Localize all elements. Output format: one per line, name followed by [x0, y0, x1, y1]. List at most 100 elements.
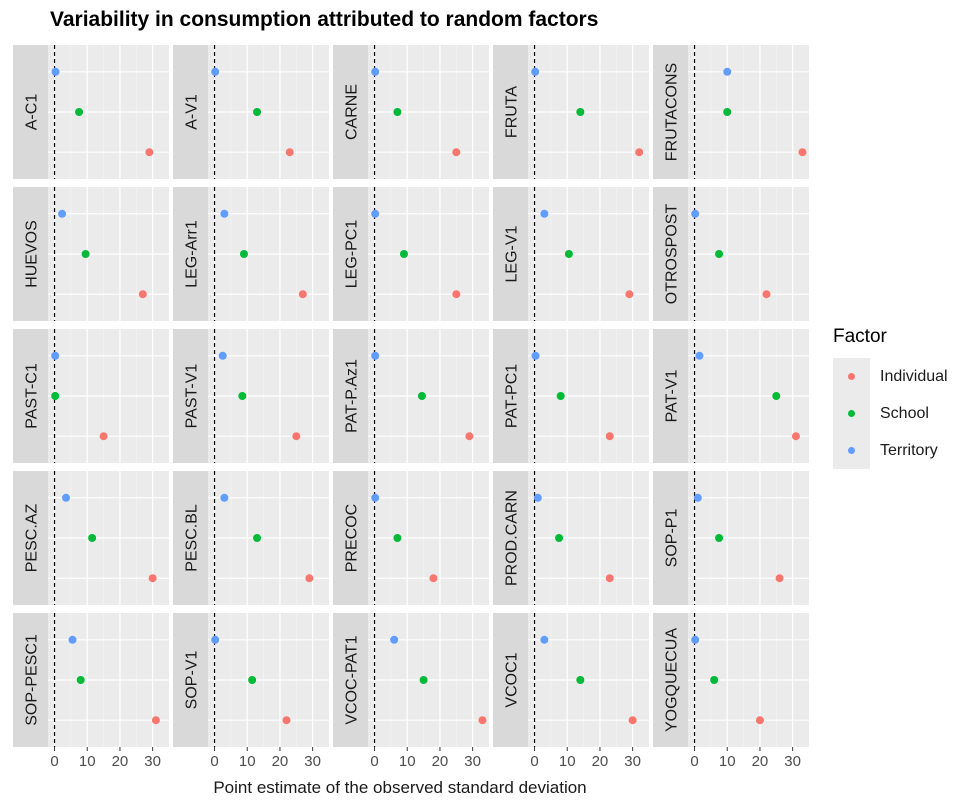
facet-label: SOP-P1 [664, 509, 681, 568]
x-tick-label: 0 [50, 753, 58, 770]
facet-strip [493, 613, 528, 747]
point-school [399, 250, 408, 258]
point-school [393, 534, 402, 542]
legend-dot-school [848, 410, 855, 417]
facet-label: PESC.AZ [24, 504, 41, 573]
point-school [417, 392, 426, 400]
point-individual [478, 716, 487, 725]
point-school [248, 676, 257, 684]
facet-label: VCOC1 [504, 652, 521, 707]
facet-strip [173, 329, 208, 463]
legend-dot-territory [848, 447, 855, 454]
facet-strip [333, 471, 368, 605]
x-tick-label: 30 [304, 753, 321, 770]
x-axis-label: Point estimate of the observed standard … [213, 778, 587, 797]
point-school [723, 108, 732, 116]
facet-panel: FRUTACONS [653, 45, 809, 179]
facet-strip [13, 471, 48, 605]
legend: Factor Individual School Territory [833, 326, 948, 469]
x-tick-label: 30 [784, 753, 801, 770]
facet-strip [493, 329, 528, 463]
chart-title: Variability in consumption attributed to… [50, 8, 599, 31]
facet-panel: CARNE [333, 45, 489, 179]
facet-strip [493, 45, 528, 179]
facet-panel: YOGQUECUA 0 10 20 30 [653, 613, 809, 770]
x-tick-label: 20 [272, 753, 289, 770]
point-territory [691, 209, 700, 218]
point-individual [465, 432, 474, 441]
x-tick-label: 30 [624, 753, 641, 770]
point-individual [628, 716, 637, 725]
point-individual [762, 290, 771, 299]
point-individual [151, 716, 160, 725]
point-territory [51, 351, 60, 360]
facet-panel: A-V1 [173, 45, 329, 179]
facet-strip [13, 187, 48, 321]
point-school [564, 250, 573, 258]
facet-strip [653, 329, 688, 463]
point-territory [540, 209, 549, 218]
point-school [253, 108, 262, 116]
facet-strip [333, 613, 368, 747]
point-school [710, 676, 719, 684]
facet-label: PAT-PC1 [504, 364, 521, 428]
facet-label: A-V1 [184, 94, 201, 130]
facet-panel: PAT-V1 [653, 329, 809, 463]
facet-label: HUEVOS [24, 220, 41, 288]
point-territory [371, 209, 380, 218]
point-individual [635, 148, 644, 157]
point-territory [531, 67, 540, 76]
x-tick-label: 10 [79, 753, 96, 770]
facet-label: FRUTACONS [664, 63, 681, 161]
point-school [88, 534, 97, 542]
facet-strip [13, 329, 48, 463]
point-school [715, 250, 724, 258]
facet-label: LEG-Arr1 [184, 220, 201, 288]
point-school [576, 108, 585, 116]
facet-panel: SOP-P1 [653, 471, 809, 605]
facet-label: PROD.CARN [504, 490, 521, 586]
facet-panel: VCOC1 0 10 20 30 [493, 613, 649, 770]
point-territory [61, 493, 70, 502]
point-territory [691, 635, 700, 644]
facet-panel: PROD.CARN [493, 471, 649, 605]
x-tick-label: 30 [464, 753, 481, 770]
facet-strip [13, 45, 48, 179]
facet-label: LEG-PC1 [344, 220, 361, 289]
facet-strip [333, 45, 368, 179]
x-tick-label: 20 [432, 753, 449, 770]
point-territory [220, 209, 229, 218]
point-school [715, 534, 724, 542]
facet-panel: PAT-PC1 [493, 329, 649, 463]
point-territory [533, 493, 542, 502]
point-school [239, 250, 248, 258]
point-school [556, 392, 565, 400]
facet-strip [173, 471, 208, 605]
facet-label: FRUTA [504, 86, 521, 138]
point-individual [282, 716, 291, 725]
x-tick-label: 0 [210, 753, 218, 770]
facet-strip [653, 45, 688, 179]
x-tick-label: 0 [530, 753, 538, 770]
point-territory [371, 493, 380, 502]
point-school [772, 392, 781, 400]
point-individual [285, 148, 294, 157]
facet-panel: PESC.BL [173, 471, 329, 605]
point-territory [68, 635, 77, 644]
x-tick-label: 30 [144, 753, 161, 770]
point-territory [693, 493, 702, 502]
point-individual [292, 432, 301, 441]
legend-item-territory: Territory [833, 432, 948, 469]
facet-strip [173, 45, 208, 179]
legend-dot-individual [848, 373, 855, 380]
legend-label-territory: Territory [880, 441, 938, 459]
facet-panel: LEG-Arr1 [173, 187, 329, 321]
x-tick-label: 20 [112, 753, 129, 770]
facet-strip [333, 329, 368, 463]
point-territory [390, 635, 399, 644]
facet-strip [493, 471, 528, 605]
facet-panel: SOP-PESC1 0 10 20 30 [13, 613, 169, 770]
facet-panel: PAST-V1 [173, 329, 329, 463]
point-individual [138, 290, 147, 299]
